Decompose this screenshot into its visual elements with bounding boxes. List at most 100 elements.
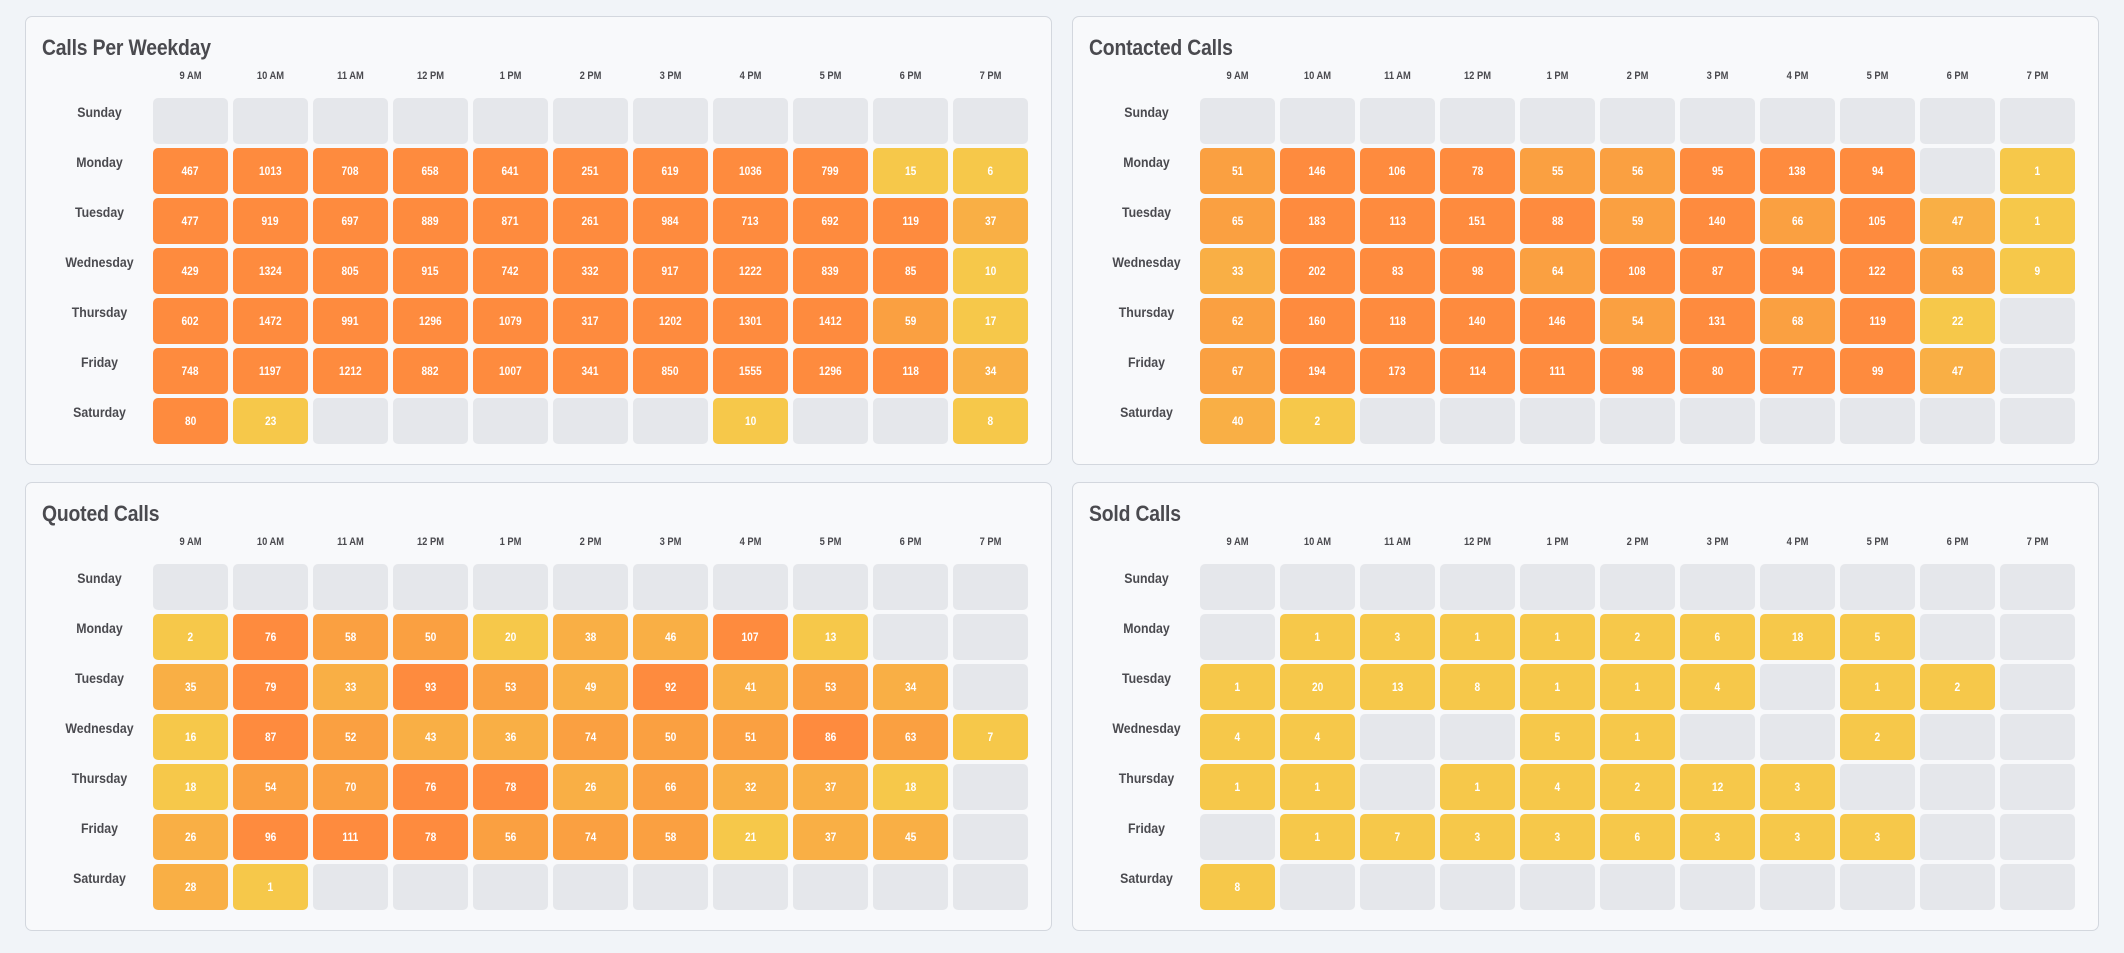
- heatmap-cell[interactable]: 619: [633, 148, 708, 194]
- heatmap-cell[interactable]: 692: [793, 198, 868, 244]
- heatmap-cell[interactable]: 37: [793, 764, 868, 810]
- heatmap-cell[interactable]: [1600, 98, 1675, 144]
- heatmap-cell[interactable]: [1840, 564, 1915, 610]
- heatmap-cell[interactable]: [2000, 664, 2075, 710]
- heatmap-cell[interactable]: [1440, 864, 1515, 910]
- heatmap-cell[interactable]: 59: [873, 298, 948, 344]
- heatmap-cell[interactable]: [1920, 148, 1995, 194]
- heatmap-cell[interactable]: [313, 398, 388, 444]
- heatmap-cell[interactable]: [1360, 764, 1435, 810]
- heatmap-cell[interactable]: 140: [1680, 198, 1755, 244]
- heatmap-cell[interactable]: 45: [873, 814, 948, 860]
- heatmap-cell[interactable]: 3: [1440, 814, 1515, 860]
- heatmap-cell[interactable]: 1: [2000, 148, 2075, 194]
- heatmap-cell[interactable]: 51: [713, 714, 788, 760]
- heatmap-cell[interactable]: [1680, 864, 1755, 910]
- heatmap-cell[interactable]: 7: [953, 714, 1028, 760]
- heatmap-cell[interactable]: 92: [633, 664, 708, 710]
- heatmap-cell[interactable]: 80: [153, 398, 228, 444]
- heatmap-cell[interactable]: 3: [1520, 814, 1595, 860]
- heatmap-cell[interactable]: 1: [1280, 614, 1355, 660]
- heatmap-cell[interactable]: [1680, 714, 1755, 760]
- heatmap-cell[interactable]: 5: [1520, 714, 1595, 760]
- heatmap-cell[interactable]: 63: [873, 714, 948, 760]
- heatmap-cell[interactable]: [1520, 564, 1595, 610]
- heatmap-cell[interactable]: 805: [313, 248, 388, 294]
- heatmap-cell[interactable]: 118: [1360, 298, 1435, 344]
- heatmap-cell[interactable]: [2000, 98, 2075, 144]
- heatmap-cell[interactable]: [313, 98, 388, 144]
- heatmap-cell[interactable]: 850: [633, 348, 708, 394]
- heatmap-cell[interactable]: 79: [233, 664, 308, 710]
- heatmap-cell[interactable]: 85: [873, 248, 948, 294]
- heatmap-cell[interactable]: 119: [1840, 298, 1915, 344]
- heatmap-cell[interactable]: [1920, 564, 1995, 610]
- heatmap-cell[interactable]: 47: [1920, 198, 1995, 244]
- heatmap-cell[interactable]: 37: [953, 198, 1028, 244]
- heatmap-cell[interactable]: 917: [633, 248, 708, 294]
- heatmap-cell[interactable]: 1: [1840, 664, 1915, 710]
- heatmap-cell[interactable]: 882: [393, 348, 468, 394]
- heatmap-cell[interactable]: 138: [1760, 148, 1835, 194]
- heatmap-cell[interactable]: [953, 564, 1028, 610]
- heatmap-cell[interactable]: 105: [1840, 198, 1915, 244]
- heatmap-cell[interactable]: 871: [473, 198, 548, 244]
- heatmap-cell[interactable]: 87: [1680, 248, 1755, 294]
- heatmap-cell[interactable]: [1200, 564, 1275, 610]
- heatmap-cell[interactable]: [953, 764, 1028, 810]
- heatmap-cell[interactable]: 22: [1920, 298, 1995, 344]
- heatmap-cell[interactable]: [1200, 614, 1275, 660]
- heatmap-cell[interactable]: 16: [153, 714, 228, 760]
- heatmap-cell[interactable]: 83: [1360, 248, 1435, 294]
- heatmap-cell[interactable]: 114: [1440, 348, 1515, 394]
- heatmap-cell[interactable]: 58: [313, 614, 388, 660]
- heatmap-cell[interactable]: 748: [153, 348, 228, 394]
- heatmap-cell[interactable]: 1: [1600, 664, 1675, 710]
- heatmap-cell[interactable]: [393, 564, 468, 610]
- heatmap-cell[interactable]: 1: [1280, 764, 1355, 810]
- heatmap-cell[interactable]: [1840, 864, 1915, 910]
- heatmap-cell[interactable]: 78: [1440, 148, 1515, 194]
- heatmap-cell[interactable]: 111: [1520, 348, 1595, 394]
- heatmap-cell[interactable]: 33: [313, 664, 388, 710]
- heatmap-cell[interactable]: 984: [633, 198, 708, 244]
- heatmap-cell[interactable]: 62: [1200, 298, 1275, 344]
- heatmap-cell[interactable]: 1301: [713, 298, 788, 344]
- heatmap-cell[interactable]: 1324: [233, 248, 308, 294]
- heatmap-cell[interactable]: [633, 564, 708, 610]
- heatmap-cell[interactable]: 17: [953, 298, 1028, 344]
- heatmap-cell[interactable]: 88: [1520, 198, 1595, 244]
- heatmap-cell[interactable]: 37: [793, 814, 868, 860]
- heatmap-cell[interactable]: 1036: [713, 148, 788, 194]
- heatmap-cell[interactable]: 96: [233, 814, 308, 860]
- heatmap-cell[interactable]: 46: [633, 614, 708, 660]
- heatmap-cell[interactable]: 708: [313, 148, 388, 194]
- heatmap-cell[interactable]: 658: [393, 148, 468, 194]
- heatmap-cell[interactable]: [1680, 564, 1755, 610]
- heatmap-cell[interactable]: 26: [553, 764, 628, 810]
- heatmap-cell[interactable]: 1079: [473, 298, 548, 344]
- heatmap-cell[interactable]: 36: [473, 714, 548, 760]
- heatmap-cell[interactable]: 18: [873, 764, 948, 810]
- heatmap-cell[interactable]: 76: [233, 614, 308, 660]
- heatmap-cell[interactable]: 86: [793, 714, 868, 760]
- heatmap-cell[interactable]: [1920, 714, 1995, 760]
- heatmap-cell[interactable]: [713, 864, 788, 910]
- heatmap-cell[interactable]: [1840, 98, 1915, 144]
- heatmap-cell[interactable]: 76: [393, 764, 468, 810]
- heatmap-cell[interactable]: [953, 814, 1028, 860]
- heatmap-cell[interactable]: 9: [2000, 248, 2075, 294]
- heatmap-cell[interactable]: [233, 564, 308, 610]
- heatmap-cell[interactable]: 2: [1840, 714, 1915, 760]
- heatmap-cell[interactable]: 118: [873, 348, 948, 394]
- heatmap-cell[interactable]: 919: [233, 198, 308, 244]
- heatmap-cell[interactable]: [553, 398, 628, 444]
- heatmap-cell[interactable]: [313, 564, 388, 610]
- heatmap-cell[interactable]: 4: [1280, 714, 1355, 760]
- heatmap-cell[interactable]: 2: [153, 614, 228, 660]
- heatmap-cell[interactable]: [873, 98, 948, 144]
- heatmap-cell[interactable]: 477: [153, 198, 228, 244]
- heatmap-cell[interactable]: 1: [1520, 614, 1595, 660]
- heatmap-cell[interactable]: 34: [873, 664, 948, 710]
- heatmap-cell[interactable]: [633, 864, 708, 910]
